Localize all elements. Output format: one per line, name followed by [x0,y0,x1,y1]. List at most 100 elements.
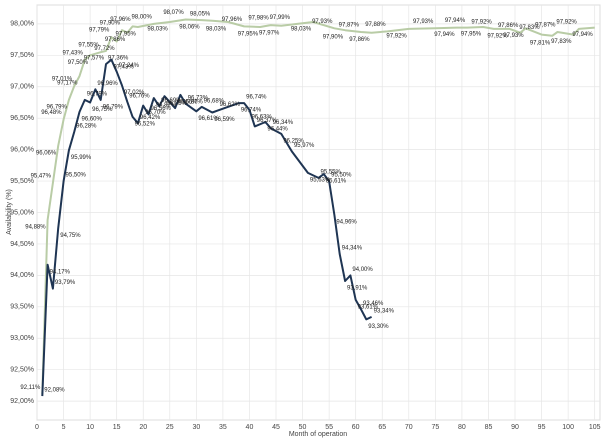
x-tick-label: 75 [431,424,439,431]
data-label: 97,55% [78,43,99,49]
data-label: 97,90% [100,21,121,27]
data-label: 97,95% [238,32,259,38]
data-label: 97,99% [270,15,291,21]
y-tick-label: 95,50% [10,178,34,185]
data-label: 97,43% [113,64,134,70]
x-tick-label: 5 [62,424,66,431]
y-tick-label: 97,50% [10,52,34,59]
y-axis-title: Availability (%) [6,189,13,235]
series-line [41,18,595,395]
data-label: 95,97% [294,143,315,149]
data-label: 97,88% [365,22,386,28]
data-label: 96,76% [129,93,150,99]
data-label: 94,96% [336,220,357,226]
data-label: 96,44% [267,127,288,133]
data-label: 97,72% [94,46,115,52]
y-tick-label: 93,50% [10,304,34,311]
x-tick-label: 0 [35,424,39,431]
series-line [41,58,373,397]
x-tick-label: 50 [299,424,307,431]
data-label: 97,94% [445,18,466,24]
data-label: 97,50% [68,60,89,66]
data-label: 96,28% [76,124,97,130]
data-label: 95,61% [326,179,347,185]
data-label: 93,79% [55,280,76,286]
data-label: 97,83% [551,39,572,45]
y-tick-label: 97,00% [10,84,34,91]
data-label: 97,86% [105,37,126,43]
data-label: 98,03% [147,27,168,33]
data-label: 97,94% [434,32,455,38]
x-tick-label: 20 [139,424,147,431]
data-label: 98,00% [131,14,152,20]
data-label: 97,95% [461,32,482,38]
x-tick-label: 90 [511,424,519,431]
data-label: 94,75% [60,233,81,239]
data-label: 96,06% [36,150,57,156]
data-label: 97,97% [259,30,280,36]
data-label: 96,85% [166,101,187,107]
data-label: 96,60% [81,116,102,122]
data-label: 97,92% [386,33,407,39]
data-label: 96,96% [97,81,118,87]
data-label: 96,61% [198,116,219,122]
data-label: 95,99% [71,155,92,161]
data-label: 96,74% [241,108,262,114]
data-label: 97,43% [62,50,83,56]
data-label: 97,93% [312,19,333,25]
data-label: 93,34% [374,308,395,314]
x-tick-label: 40 [246,424,254,431]
data-label: 97,92% [556,19,577,25]
data-label: 96,79% [87,92,108,98]
y-tick-label: 94,50% [10,241,34,248]
y-tick-label: 95,00% [10,209,34,216]
data-label: 98,05% [190,11,211,17]
data-label: 97,81% [530,40,551,46]
data-label: 96,87% [182,99,203,105]
data-label: 96,56% [151,106,172,112]
data-label: 98,03% [206,27,227,33]
data-label: 98,07% [163,10,184,16]
x-tick-label: 30 [192,424,200,431]
y-tick-label: 98,00% [10,21,34,28]
data-label: 95,50% [66,173,87,179]
data-label: 97,83% [519,25,540,31]
data-label: 97,87% [535,23,556,29]
data-label: 96,37% [257,118,278,124]
x-tick-label: 95 [538,424,546,431]
data-label: 96,42% [140,115,161,121]
data-label: 97,01% [52,77,73,83]
data-label: 92,08% [44,388,65,394]
data-label: 93,46% [363,301,384,307]
y-tick-label: 92,00% [10,398,34,405]
data-label: 93,61% [358,304,379,310]
data-label: 97,24% [119,63,140,69]
data-label: 96,62% [220,102,241,108]
data-label: 97,36% [108,56,129,62]
data-label: 97,96% [110,17,131,23]
x-tick-label: 25 [166,424,174,431]
x-tick-label: 45 [272,424,280,431]
data-label: 97,96% [222,17,243,23]
y-tick-label: 96,50% [10,115,34,122]
data-label: 96,48% [41,110,62,116]
x-tick-label: 55 [325,424,333,431]
data-label: 95,47% [31,174,52,180]
data-label: 96,79% [103,105,124,111]
data-label: 96,59% [214,117,235,123]
y-tick-label: 94,00% [10,272,34,279]
data-label: 96,66% [177,100,198,106]
y-tick-label: 96,00% [10,146,34,153]
data-label: 97,90% [323,35,344,41]
data-label: 96,73% [188,95,209,101]
data-label: 96,70% [145,110,166,116]
x-tick-label: 80 [458,424,466,431]
data-label: 97,17% [57,81,78,87]
x-tick-label: 60 [352,424,360,431]
data-label: 98,03% [291,27,312,33]
data-label: 98,06% [179,25,200,31]
data-label: 94,17% [50,269,71,275]
data-label: 94,88% [25,225,46,231]
data-label: 97,94% [572,32,593,38]
